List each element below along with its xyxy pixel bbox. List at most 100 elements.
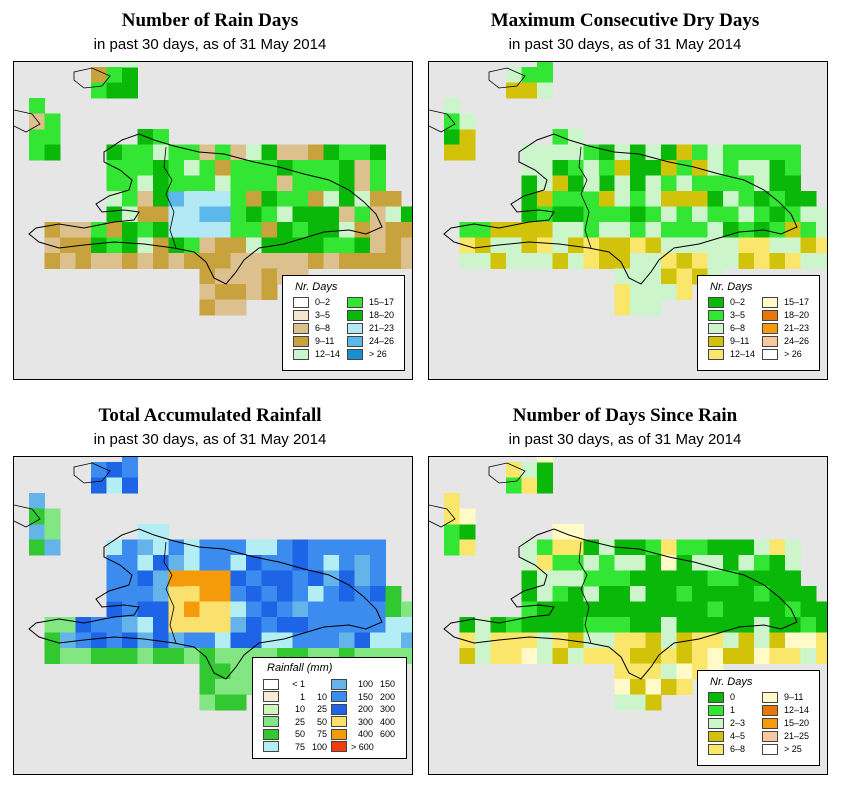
grid-cell (676, 648, 693, 664)
grid-cell (184, 617, 200, 633)
legend-swatch (347, 322, 363, 334)
grid-cell (630, 144, 646, 161)
grid-cell (444, 508, 460, 525)
grid-cell (707, 237, 724, 254)
grid-cell (785, 206, 801, 223)
grid-cell (552, 570, 569, 587)
grid-cell (568, 539, 584, 556)
grid-cell (568, 648, 584, 664)
grid-cell (568, 632, 584, 649)
panel-max-dry-days: Maximum Consecutive Dry Days in past 30 … (415, 0, 830, 385)
grid-cell (401, 632, 412, 649)
legend-swatch (293, 348, 309, 360)
grid-cell (277, 237, 293, 254)
grid-cell (184, 206, 200, 223)
grid-cell (537, 555, 553, 571)
grid-cell (339, 601, 355, 618)
grid-cell (707, 617, 724, 633)
grid-cell (106, 67, 123, 83)
grid-cell (292, 617, 309, 633)
grid-cell (122, 648, 138, 664)
grid-cell (137, 206, 154, 223)
grid-cell (785, 570, 801, 587)
legend-label-low: 50 (294, 729, 305, 739)
grid-cell (583, 144, 600, 161)
grid-cell (692, 617, 708, 633)
legend-swatch (263, 716, 279, 727)
grid-cell (754, 206, 770, 223)
grid-cell (583, 539, 600, 556)
grid-cell (645, 284, 662, 300)
grid-cell (676, 191, 693, 207)
grid-cell (246, 175, 262, 192)
grid-cell (661, 144, 677, 161)
grid-cell (583, 160, 600, 176)
grid-cell (630, 175, 646, 192)
grid-cell (339, 191, 355, 207)
grid-cell (676, 570, 693, 587)
grid-cell (754, 191, 770, 207)
legend-swatch (708, 717, 724, 729)
grid-cell (645, 299, 662, 316)
grid-cell (292, 206, 309, 223)
grid-cell (475, 648, 491, 664)
legend-item: 21–23 (762, 322, 809, 334)
legend-label-low: 200 (357, 704, 373, 714)
grid-cell (184, 601, 200, 618)
grid-cell (261, 144, 278, 161)
legend-item: 12–14 (293, 348, 340, 360)
panel-subtitle: in past 30 days, as of 31 May 2014 (508, 36, 742, 53)
grid-cell (354, 586, 371, 602)
grid-cell (401, 617, 412, 633)
grid-cell (738, 144, 755, 161)
grid-cell (645, 222, 662, 238)
grid-cell (583, 555, 600, 571)
grid-cell (676, 586, 693, 602)
grid-cell (370, 570, 386, 587)
grid-cell (785, 632, 801, 649)
grid-cell (168, 191, 185, 207)
legend-label: 21–25 (784, 731, 810, 741)
grid-cell (676, 160, 693, 176)
grid-cell (645, 586, 662, 602)
grid-cell (459, 524, 476, 540)
grid-cell (692, 222, 708, 238)
legend-item: 25 50 (263, 716, 327, 728)
legend-label-low: 300 (357, 716, 373, 727)
grid-cell (707, 601, 724, 618)
grid-cell (614, 617, 631, 633)
grid-cell (521, 191, 538, 207)
grid-cell (692, 144, 708, 161)
grid-cell (339, 237, 355, 254)
grid-cell (184, 222, 200, 238)
grid-cell (800, 648, 817, 664)
legend-item: > 26 (762, 348, 802, 360)
grid-cell (323, 555, 340, 571)
grid-cell (323, 191, 340, 207)
grid-cell (754, 586, 770, 602)
legend-swatch (762, 322, 778, 334)
grid-cell (106, 648, 123, 664)
grid-cell (769, 570, 786, 587)
grid-cell (552, 144, 569, 161)
grid-cell (370, 222, 386, 238)
grid-cell (444, 524, 460, 540)
grid-cell (661, 586, 677, 602)
grid-cell (537, 539, 553, 556)
grid-cell (459, 539, 476, 556)
grid-cell (199, 253, 216, 269)
grid-cell (676, 268, 693, 285)
grid-cell (661, 570, 677, 587)
legend-swatch (708, 335, 724, 347)
grid-cell (168, 175, 185, 192)
grid-cell (444, 144, 460, 161)
grid-cell (168, 570, 185, 587)
grid-cell (568, 144, 584, 161)
grid-cell (29, 113, 45, 130)
grid-cell (537, 160, 553, 176)
grid-cell (692, 175, 708, 192)
grid-cell (723, 539, 739, 556)
grid-cell (184, 191, 200, 207)
grid-cell (537, 632, 553, 649)
grid-cell (215, 648, 231, 664)
